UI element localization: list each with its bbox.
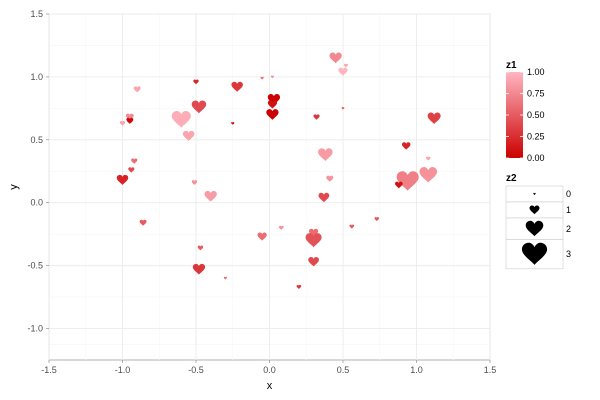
heart-marker xyxy=(313,114,320,120)
y-tick-label: -1.0 xyxy=(27,324,43,334)
heart-marker xyxy=(318,148,333,162)
color-legend-title: z1 xyxy=(506,60,517,71)
heart-marker xyxy=(126,117,134,124)
size-legend-title: z2 xyxy=(506,173,517,184)
y-tick-label: 1.0 xyxy=(30,72,43,82)
heart-marker xyxy=(341,107,345,110)
heart-marker xyxy=(374,216,380,222)
size-legend-heart xyxy=(525,220,544,237)
heart-marker xyxy=(223,276,227,280)
heart-marker xyxy=(139,219,147,226)
heart-marker xyxy=(131,158,138,164)
color-legend-label: 0.75 xyxy=(527,89,545,99)
heart-marker xyxy=(270,75,275,79)
size-legend-label: 2 xyxy=(566,224,571,234)
grid-major xyxy=(48,13,491,360)
heart-marker xyxy=(266,109,279,120)
heart-marker xyxy=(133,86,141,93)
color-legend-label: 0.00 xyxy=(527,153,545,163)
heart-marker xyxy=(308,228,319,237)
color-legend-bar xyxy=(506,72,523,158)
y-tick-label: 0.5 xyxy=(30,135,43,145)
x-tick-label: 1.0 xyxy=(410,365,423,375)
y-tick-label: -0.5 xyxy=(27,261,43,271)
size-legend-label: 1 xyxy=(566,205,571,215)
heart-marker xyxy=(260,76,264,80)
data-points xyxy=(116,52,441,290)
heart-marker xyxy=(343,63,348,68)
heart-marker xyxy=(119,120,126,126)
heart-marker xyxy=(326,175,334,182)
x-tick-label: -1.5 xyxy=(41,365,57,375)
heart-marker xyxy=(308,256,319,267)
color-legend-label: 1.00 xyxy=(527,67,545,77)
x-tick-label: 0.0 xyxy=(263,365,276,375)
size-legend-heart xyxy=(529,205,540,215)
heart-marker xyxy=(231,122,235,125)
heart-marker xyxy=(267,93,281,105)
color-legend-label: 0.25 xyxy=(527,132,545,142)
heart-marker xyxy=(338,67,348,76)
heart-marker xyxy=(257,232,267,241)
heart-marker xyxy=(296,284,302,290)
x-tick-label: -1.0 xyxy=(115,365,131,375)
x-axis-ticks: -1.5 -1.0 -0.5 0.0 0.5 1.0 1.5 xyxy=(41,360,496,375)
y-axis-title: y xyxy=(8,184,20,190)
x-tick-label: 1.5 xyxy=(484,365,497,375)
heart-marker xyxy=(278,225,284,230)
size-legend-label: 0 xyxy=(566,189,571,199)
heart-marker xyxy=(425,156,431,161)
x-tick-label: 0.5 xyxy=(337,365,350,375)
heart-marker xyxy=(329,52,342,64)
heart-marker xyxy=(419,167,438,183)
heart-marker xyxy=(116,174,129,185)
heart-marker xyxy=(125,113,134,121)
heart-marker xyxy=(204,190,217,202)
size-legend: z2 0 1 2 3 xyxy=(505,173,571,270)
heart-marker xyxy=(171,111,191,128)
heart-marker xyxy=(267,100,278,109)
size-legend-label: 3 xyxy=(566,249,571,259)
heart-marker xyxy=(193,79,199,85)
heart-marker xyxy=(395,181,403,189)
color-legend-ticks: 1.00 0.75 0.50 0.25 0.00 xyxy=(506,67,545,163)
x-tick-label: -0.5 xyxy=(188,365,204,375)
heart-marker xyxy=(427,112,441,124)
heart-marker xyxy=(231,81,243,92)
heart-marker xyxy=(191,180,198,185)
heart-marker xyxy=(191,100,207,114)
y-tick-label: 0.0 xyxy=(30,198,43,208)
color-legend: z1 1.00 0.75 0.50 0.25 0.00 xyxy=(506,60,545,163)
x-axis-title: x xyxy=(267,380,273,392)
color-legend-label: 0.50 xyxy=(527,110,545,120)
heart-marker xyxy=(197,245,204,251)
size-legend-heart xyxy=(521,242,548,265)
heart-marker xyxy=(396,171,419,191)
heart-marker xyxy=(128,167,135,173)
heart-marker xyxy=(401,142,411,150)
heart-marker xyxy=(182,130,195,141)
y-axis-ticks: -1.0 -0.5 0.0 0.5 1.0 1.5 xyxy=(27,9,49,334)
heart-marker xyxy=(318,192,330,203)
size-legend-heart xyxy=(533,192,536,196)
size-legend-keys: 0 1 2 3 xyxy=(505,185,571,270)
heart-marker xyxy=(192,263,206,275)
heart-marker xyxy=(305,233,322,248)
heart-marker xyxy=(349,224,355,229)
y-tick-label: 1.5 xyxy=(30,9,43,19)
